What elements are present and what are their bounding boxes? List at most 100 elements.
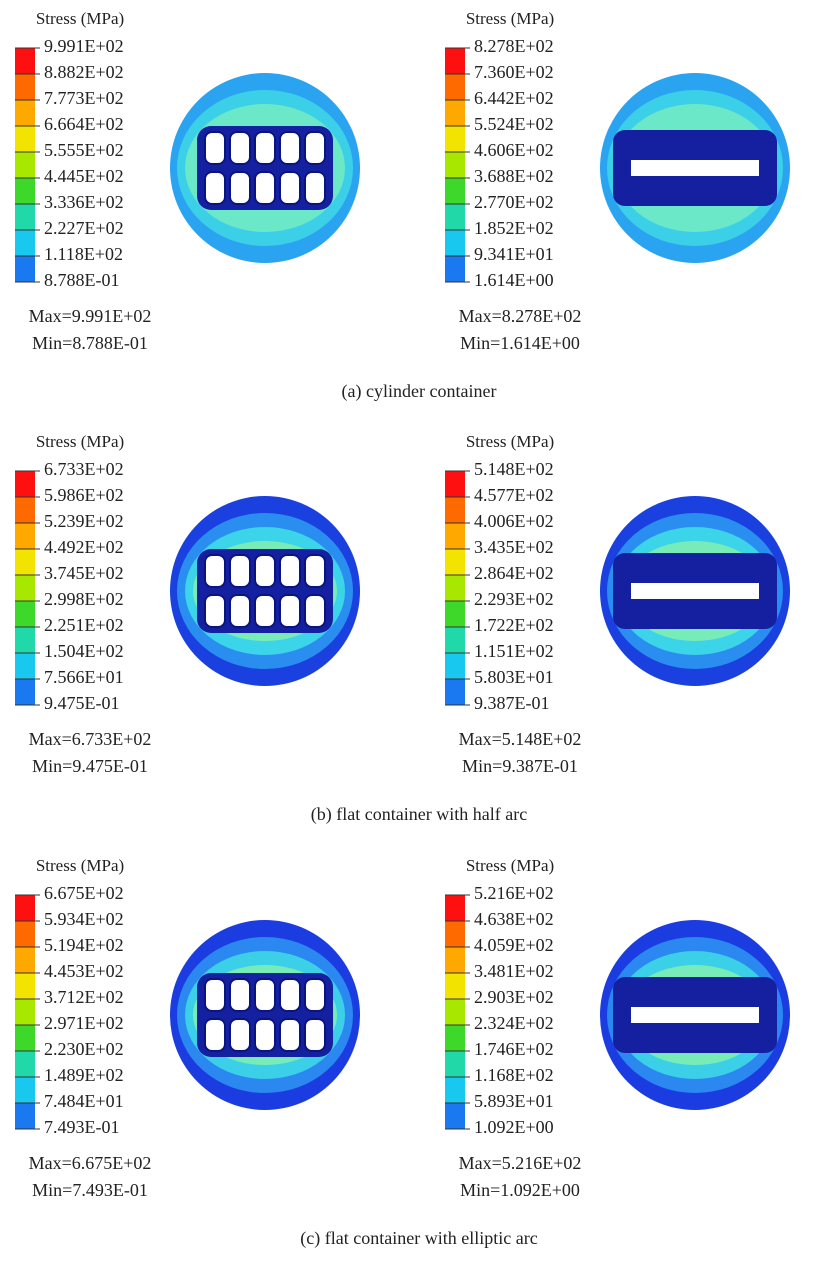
legend-label: 3.712E+02 xyxy=(44,987,124,1007)
colorbar-band xyxy=(445,178,465,204)
colorbar-band xyxy=(15,1103,35,1129)
legend-title: Stress (MPa) xyxy=(36,856,124,875)
colorbar-band xyxy=(15,973,35,999)
colorbar-band xyxy=(445,497,465,523)
legend-label: 3.435E+02 xyxy=(474,537,554,557)
hole xyxy=(230,1019,250,1051)
legend-label: 4.445E+02 xyxy=(44,166,124,186)
max-label: Max=5.216E+02 xyxy=(459,1153,582,1173)
legend-label: 6.664E+02 xyxy=(44,114,124,134)
hole xyxy=(205,555,225,587)
min-label: Min=7.493E-01 xyxy=(32,1180,148,1200)
legend-label: 1.168E+02 xyxy=(474,1065,554,1085)
legend-label: 7.493E-01 xyxy=(44,1117,120,1137)
colorbar-band xyxy=(445,74,465,100)
colorbar-band xyxy=(15,523,35,549)
legend-label: 2.293E+02 xyxy=(474,589,554,609)
colorbar-band xyxy=(445,999,465,1025)
legend-label: 4.059E+02 xyxy=(474,935,554,955)
legend-label: 8.882E+02 xyxy=(44,62,124,82)
legend-title: Stress (MPa) xyxy=(36,432,124,451)
min-label: Min=9.475E-01 xyxy=(32,756,148,776)
colorbar-band xyxy=(445,947,465,973)
legend-label: 3.688E+02 xyxy=(474,166,554,186)
legend-label: 3.336E+02 xyxy=(44,192,124,212)
colorbar-band xyxy=(15,1077,35,1103)
colorbar-band xyxy=(15,549,35,575)
max-label: Max=8.278E+02 xyxy=(459,306,582,326)
legend-label: 6.733E+02 xyxy=(44,459,124,479)
hole xyxy=(230,555,250,587)
contour-plot xyxy=(600,73,790,263)
colorbar-band xyxy=(445,1103,465,1129)
colorbar-band xyxy=(445,471,465,497)
max-label: Max=9.991E+02 xyxy=(29,306,152,326)
legend-label: 4.606E+02 xyxy=(474,140,554,160)
colorbar-band xyxy=(445,575,465,601)
legend-title: Stress (MPa) xyxy=(466,432,554,451)
colorbar-band xyxy=(15,601,35,627)
legend-label: 5.934E+02 xyxy=(44,909,124,929)
hole xyxy=(305,1019,325,1051)
legend-label: 4.453E+02 xyxy=(44,961,124,981)
colorbar-band xyxy=(15,947,35,973)
min-label: Min=8.788E-01 xyxy=(32,333,148,353)
legend-label: 1.722E+02 xyxy=(474,615,554,635)
legend-label: 5.986E+02 xyxy=(44,485,124,505)
colorbar-band xyxy=(15,126,35,152)
hole xyxy=(230,595,250,627)
contour-plot xyxy=(170,496,360,686)
legend-label: 3.745E+02 xyxy=(44,563,124,583)
colorbar-band xyxy=(445,230,465,256)
legend-label: 2.770E+02 xyxy=(474,192,554,212)
legend-label: 7.566E+01 xyxy=(44,667,124,687)
legend-label: 2.230E+02 xyxy=(44,1039,124,1059)
legend-label: 8.788E-01 xyxy=(44,270,120,290)
slot xyxy=(631,160,759,176)
legend-label: 1.118E+02 xyxy=(44,244,123,264)
colorbar-band xyxy=(445,204,465,230)
hole xyxy=(230,132,250,164)
legend-title: Stress (MPa) xyxy=(466,856,554,875)
colorbar-band xyxy=(445,601,465,627)
legend-label: 2.971E+02 xyxy=(44,1013,124,1033)
hole xyxy=(230,172,250,204)
colorbar-band xyxy=(15,999,35,1025)
colorbar-band xyxy=(15,204,35,230)
contour-plot xyxy=(170,73,360,263)
hole xyxy=(205,132,225,164)
legend-label: 5.194E+02 xyxy=(44,935,124,955)
hole xyxy=(230,979,250,1011)
max-label: Max=5.148E+02 xyxy=(459,729,582,749)
legend-label: 2.864E+02 xyxy=(474,563,554,583)
colorbar-band xyxy=(445,1025,465,1051)
colorbar-band xyxy=(15,921,35,947)
legend-label: 4.006E+02 xyxy=(474,511,554,531)
min-label: Min=9.387E-01 xyxy=(462,756,578,776)
hole xyxy=(280,1019,300,1051)
legend-label: 7.360E+02 xyxy=(474,62,554,82)
legend-label: 2.324E+02 xyxy=(474,1013,554,1033)
colorbar-band xyxy=(15,230,35,256)
legend-label: 2.998E+02 xyxy=(44,589,124,609)
max-label: Max=6.733E+02 xyxy=(29,729,152,749)
legend-label: 5.555E+02 xyxy=(44,140,124,160)
colorbar-band xyxy=(445,627,465,653)
colorbar-band xyxy=(15,497,35,523)
figure: Stress (MPa)9.991E+028.882E+027.773E+026… xyxy=(0,0,838,1284)
colorbar-band xyxy=(15,679,35,705)
legend-label: 4.638E+02 xyxy=(474,909,554,929)
colorbar-band xyxy=(445,921,465,947)
colorbar-band xyxy=(445,549,465,575)
colorbar-band xyxy=(445,126,465,152)
colorbar-band xyxy=(445,1051,465,1077)
hole xyxy=(205,172,225,204)
colorbar-band xyxy=(15,895,35,921)
caption: (b) flat container with half arc xyxy=(311,804,527,825)
colorbar-band xyxy=(15,575,35,601)
colorbar-band xyxy=(445,1077,465,1103)
hole xyxy=(305,979,325,1011)
colorbar-band xyxy=(15,178,35,204)
hole xyxy=(255,555,275,587)
colorbar-band xyxy=(445,256,465,282)
